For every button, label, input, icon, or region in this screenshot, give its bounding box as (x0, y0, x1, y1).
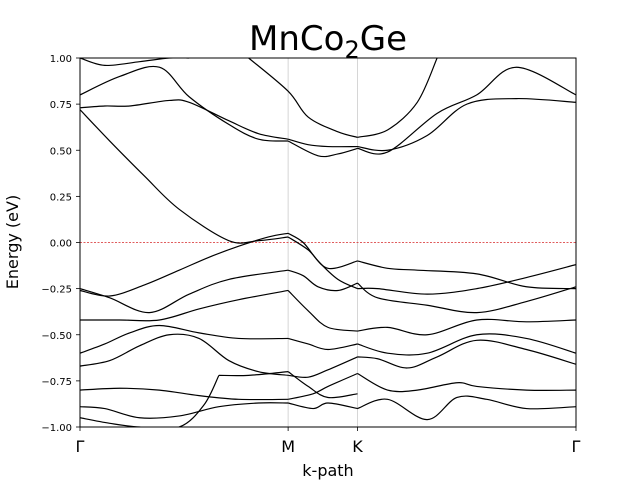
y-axis-label: Energy (eV) (3, 195, 22, 289)
band-line (357, 66, 576, 155)
chart-title-subscript: 2 (344, 36, 359, 64)
band-line (80, 65, 289, 142)
kpoint-label: Γ (572, 437, 581, 456)
x-axis-label: k-path (302, 461, 353, 480)
band-line (357, 282, 576, 314)
band-line (357, 97, 576, 152)
band-line (287, 371, 358, 399)
band-line (357, 264, 576, 295)
band-line (80, 387, 289, 401)
band-line (357, 395, 576, 421)
band-line (287, 372, 358, 400)
kpoint-label: Γ (76, 437, 85, 456)
plot-area: −1.00 −0.75 −0.50 −0.25 0.00 0.25 0.50 0.75 1.00… (41, 54, 580, 456)
kpoint-label: K (352, 437, 363, 456)
y-tick-label: −0.50 (41, 331, 72, 342)
band-line (287, 236, 358, 270)
band-line (80, 375, 220, 427)
band-line (80, 269, 289, 314)
band-line (357, 333, 576, 356)
band-line (80, 324, 289, 354)
y-tick-label: −1.00 (41, 423, 72, 434)
band-line (287, 337, 358, 351)
band-line (287, 138, 358, 148)
band-line (248, 58, 358, 138)
band-line (288, 356, 358, 378)
chart-title-main: MnCo (249, 19, 344, 59)
band-line (287, 232, 358, 290)
band-line (357, 339, 576, 369)
y-tick-label: −0.75 (41, 377, 72, 388)
y-tick-label: 0.25 (50, 192, 72, 203)
y-tick-label: 0.50 (50, 146, 72, 157)
band-line (80, 109, 289, 244)
y-tick-label: 0.75 (50, 100, 72, 111)
band-line (80, 289, 289, 322)
band-line (80, 402, 289, 419)
y-tick-label: 1.00 (50, 54, 72, 65)
chart-title: MnCo2Ge (249, 19, 407, 64)
band-line (357, 260, 576, 290)
band-line (80, 333, 289, 376)
band-line (357, 372, 576, 393)
band-line (287, 269, 358, 292)
y-tick-label: −0.25 (41, 285, 72, 296)
band-line (80, 99, 289, 140)
band-line (218, 371, 289, 377)
band-line (357, 58, 438, 138)
band-line (287, 290, 358, 332)
kpoint-label: M (281, 437, 295, 456)
band-line (80, 58, 190, 67)
chart-title-suffix: Ge (360, 19, 407, 59)
band-line (287, 402, 358, 410)
band-line (80, 232, 289, 297)
y-tick-label: 0.00 (50, 239, 72, 250)
band-line (357, 318, 576, 336)
band-line (287, 140, 358, 158)
